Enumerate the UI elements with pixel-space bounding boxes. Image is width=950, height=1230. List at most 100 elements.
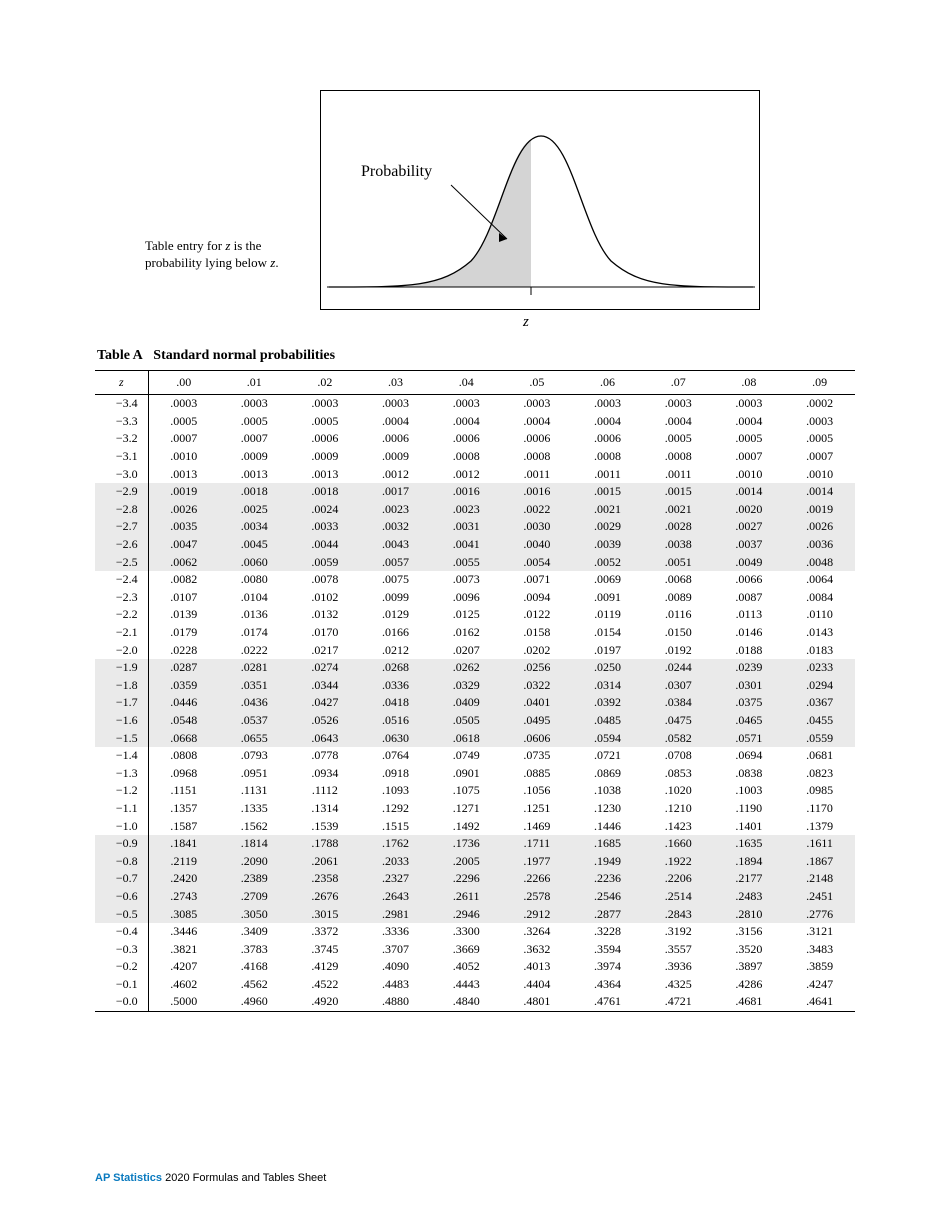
prob-cell: .0013 <box>290 465 361 483</box>
prob-cell: .3859 <box>784 958 855 976</box>
prob-cell: .0004 <box>431 413 502 431</box>
prob-cell: .4721 <box>643 993 714 1011</box>
prob-cell: .1762 <box>360 835 431 853</box>
col-header: .03 <box>360 371 431 395</box>
prob-cell: .0006 <box>431 430 502 448</box>
prob-cell: .0143 <box>784 624 855 642</box>
table-row: −1.6.0548.0537.0526.0516.0505.0495.0485.… <box>95 712 855 730</box>
prob-cell: .4840 <box>431 993 502 1011</box>
prob-cell: .0099 <box>360 589 431 607</box>
prob-cell: .0268 <box>360 659 431 677</box>
prob-cell: .0006 <box>360 430 431 448</box>
prob-cell: .0044 <box>290 536 361 554</box>
prob-cell: .2061 <box>290 852 361 870</box>
prob-cell: .1190 <box>714 800 785 818</box>
prob-cell: .0764 <box>360 747 431 765</box>
prob-cell: .0401 <box>502 694 573 712</box>
prob-cell: .0032 <box>360 518 431 536</box>
prob-cell: .3264 <box>502 923 573 941</box>
prob-cell: .0015 <box>572 483 643 501</box>
prob-cell: .0427 <box>290 694 361 712</box>
prob-cell: .0418 <box>360 694 431 712</box>
prob-cell: .0060 <box>219 553 290 571</box>
prob-cell: .2266 <box>502 870 573 888</box>
prob-cell: .3897 <box>714 958 785 976</box>
prob-cell: .3050 <box>219 905 290 923</box>
prob-cell: .0023 <box>431 501 502 519</box>
prob-cell: .2810 <box>714 905 785 923</box>
prob-cell: .0030 <box>502 518 573 536</box>
prob-cell: .4129 <box>290 958 361 976</box>
prob-cell: .0465 <box>714 712 785 730</box>
footer-rest: 2020 Formulas and Tables Sheet <box>162 1172 326 1184</box>
z-cell: −0.9 <box>95 835 148 853</box>
prob-cell: .0207 <box>431 641 502 659</box>
prob-cell: .4013 <box>502 958 573 976</box>
z-cell: −1.7 <box>95 694 148 712</box>
prob-cell: .4801 <box>502 993 573 1011</box>
prob-cell: .0006 <box>572 430 643 448</box>
z-cell: −0.2 <box>95 958 148 976</box>
prob-cell: .2327 <box>360 870 431 888</box>
prob-cell: .1814 <box>219 835 290 853</box>
prob-cell: .2090 <box>219 852 290 870</box>
prob-cell: .1841 <box>148 835 219 853</box>
prob-cell: .0010 <box>148 448 219 466</box>
prob-cell: .0375 <box>714 694 785 712</box>
prob-cell: .0009 <box>360 448 431 466</box>
prob-cell: .0170 <box>290 624 361 642</box>
prob-cell: .0094 <box>502 589 573 607</box>
prob-cell: .0003 <box>502 395 573 413</box>
prob-cell: .0192 <box>643 641 714 659</box>
prob-cell: .1020 <box>643 782 714 800</box>
prob-cell: .2033 <box>360 852 431 870</box>
prob-cell: .0951 <box>219 764 290 782</box>
prob-cell: .0485 <box>572 712 643 730</box>
prob-cell: .4404 <box>502 976 573 994</box>
prob-cell: .2578 <box>502 888 573 906</box>
prob-cell: .0359 <box>148 677 219 695</box>
prob-cell: .0052 <box>572 553 643 571</box>
prob-cell: .1685 <box>572 835 643 853</box>
prob-cell: .0043 <box>360 536 431 554</box>
prob-cell: .2005 <box>431 852 502 870</box>
prob-cell: .0202 <box>502 641 573 659</box>
caption-text-3: probability lying below <box>145 255 270 270</box>
prob-cell: .0005 <box>643 430 714 448</box>
prob-cell: .2296 <box>431 870 502 888</box>
prob-cell: .0087 <box>714 589 785 607</box>
table-title: Table A Standard normal probabilities <box>97 348 855 364</box>
z-cell: −0.0 <box>95 993 148 1011</box>
prob-cell: .1038 <box>572 782 643 800</box>
table-row: −1.8.0359.0351.0344.0336.0329.0322.0314.… <box>95 677 855 695</box>
prob-cell: .0526 <box>290 712 361 730</box>
prob-cell: .0217 <box>290 641 361 659</box>
prob-cell: .0007 <box>714 448 785 466</box>
prob-cell: .0047 <box>148 536 219 554</box>
prob-cell: .1492 <box>431 817 502 835</box>
prob-cell: .0008 <box>572 448 643 466</box>
z-cell: −0.3 <box>95 940 148 958</box>
prob-cell: .0009 <box>290 448 361 466</box>
prob-cell: .0630 <box>360 729 431 747</box>
prob-cell: .1736 <box>431 835 502 853</box>
prob-cell: .0778 <box>290 747 361 765</box>
prob-cell: .2743 <box>148 888 219 906</box>
prob-cell: .2420 <box>148 870 219 888</box>
prob-cell: .0003 <box>219 395 290 413</box>
prob-cell: .4562 <box>219 976 290 994</box>
z-cell: −0.8 <box>95 852 148 870</box>
prob-cell: .3632 <box>502 940 573 958</box>
prob-cell: .0197 <box>572 641 643 659</box>
prob-cell: .0003 <box>431 395 502 413</box>
prob-cell: .0003 <box>714 395 785 413</box>
prob-cell: .1314 <box>290 800 361 818</box>
z-cell: −1.3 <box>95 764 148 782</box>
prob-cell: .1922 <box>643 852 714 870</box>
prob-cell: .0018 <box>290 483 361 501</box>
prob-cell: .2709 <box>219 888 290 906</box>
z-cell: −3.3 <box>95 413 148 431</box>
table-row: −0.1.4602.4562.4522.4483.4443.4404.4364.… <box>95 976 855 994</box>
prob-cell: .0023 <box>360 501 431 519</box>
table-row: −3.4.0003.0003.0003.0003.0003.0003.0003.… <box>95 395 855 413</box>
